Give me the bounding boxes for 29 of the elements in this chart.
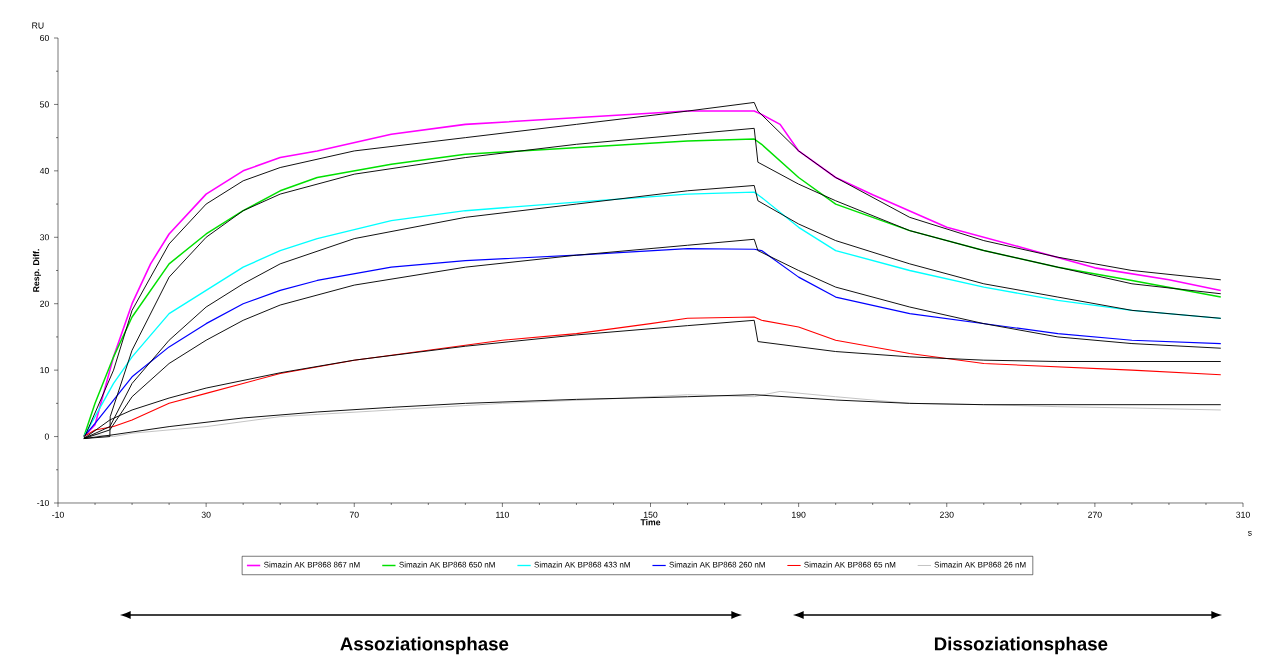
y-tick-label: -10 (37, 500, 49, 507)
text: RU (32, 22, 44, 29)
legend-label: Simazin AK BP868 26 nM (934, 561, 1026, 568)
legend-label: Simazin AK BP868 867 nM (264, 561, 360, 568)
y-tick-label: 10 (40, 367, 49, 374)
y-axis-title: Resp. Diff. (32, 249, 41, 292)
legend-label: Simazin AK BP868 65 nM (804, 561, 896, 568)
x-tick-label: 230 (939, 511, 954, 519)
legend-label: Simazin AK BP868 260 nM (669, 561, 765, 568)
text: Assoziationsphase (340, 636, 509, 655)
y-tick-label: 40 (39, 167, 49, 175)
x-tick-label: 190 (792, 511, 806, 519)
y-tick-label: 0 (44, 433, 49, 440)
text: s (1247, 531, 1252, 536)
x-tick-label: 310 (1236, 511, 1250, 519)
y-tick-label: 30 (39, 234, 49, 241)
x-axis-title: Time (640, 519, 661, 526)
y-tick-label: 60 (40, 35, 49, 42)
legend-label: Simazin AK BP868 433 nM (534, 561, 630, 568)
legend-label: Simazin AK BP868 650 nM (399, 561, 495, 568)
x-tick-label: 110 (496, 511, 509, 519)
x-tick-label: 150 (643, 511, 658, 519)
x-tick-label: 70 (349, 511, 359, 519)
text: Dissoziationsphase (934, 636, 1108, 655)
x-tick-label: 30 (201, 511, 211, 519)
x-tick-label: -10 (52, 511, 64, 519)
y-tick-label: 50 (40, 101, 49, 108)
x-tick-label: 270 (1088, 511, 1102, 519)
y-tick-label: 20 (40, 300, 49, 307)
